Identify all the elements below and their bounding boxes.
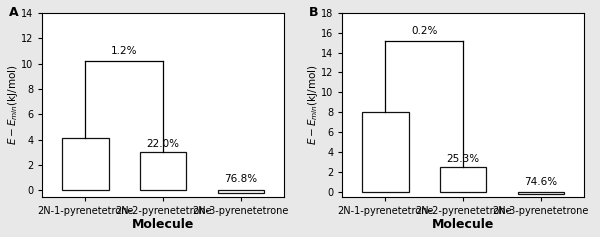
Bar [362, 112, 409, 192]
Text: 1.2%: 1.2% [111, 46, 137, 56]
Y-axis label: $E - E_{min}$(kJ/mol): $E - E_{min}$(kJ/mol) [5, 64, 20, 145]
Text: 74.6%: 74.6% [524, 177, 557, 187]
Text: 25.3%: 25.3% [446, 154, 479, 164]
Text: 76.8%: 76.8% [224, 174, 257, 184]
Text: 0.2%: 0.2% [411, 26, 437, 36]
Text: 22.0%: 22.0% [146, 139, 179, 149]
Bar [62, 138, 109, 190]
Bar [518, 192, 564, 194]
Bar [218, 190, 264, 193]
Y-axis label: $E - E_{min}$(kJ/mol): $E - E_{min}$(kJ/mol) [305, 64, 320, 145]
Bar [140, 152, 187, 190]
Text: B: B [308, 5, 318, 18]
X-axis label: Molecule: Molecule [432, 219, 494, 232]
X-axis label: Molecule: Molecule [132, 219, 194, 232]
Text: A: A [8, 5, 18, 18]
Bar [440, 167, 487, 192]
